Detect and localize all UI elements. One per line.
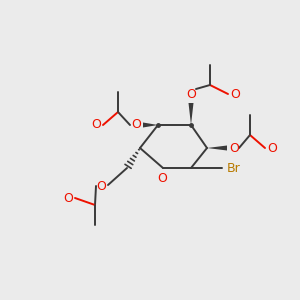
Polygon shape [207, 146, 227, 151]
Text: O: O [229, 142, 239, 154]
Polygon shape [143, 122, 158, 128]
Text: O: O [157, 172, 167, 184]
Polygon shape [188, 103, 194, 125]
Text: O: O [91, 118, 101, 131]
Text: O: O [63, 191, 73, 205]
Text: O: O [131, 118, 141, 131]
Text: O: O [186, 88, 196, 100]
Text: Br: Br [227, 161, 241, 175]
Text: O: O [267, 142, 277, 154]
Text: O: O [230, 88, 240, 100]
Text: O: O [96, 179, 106, 193]
